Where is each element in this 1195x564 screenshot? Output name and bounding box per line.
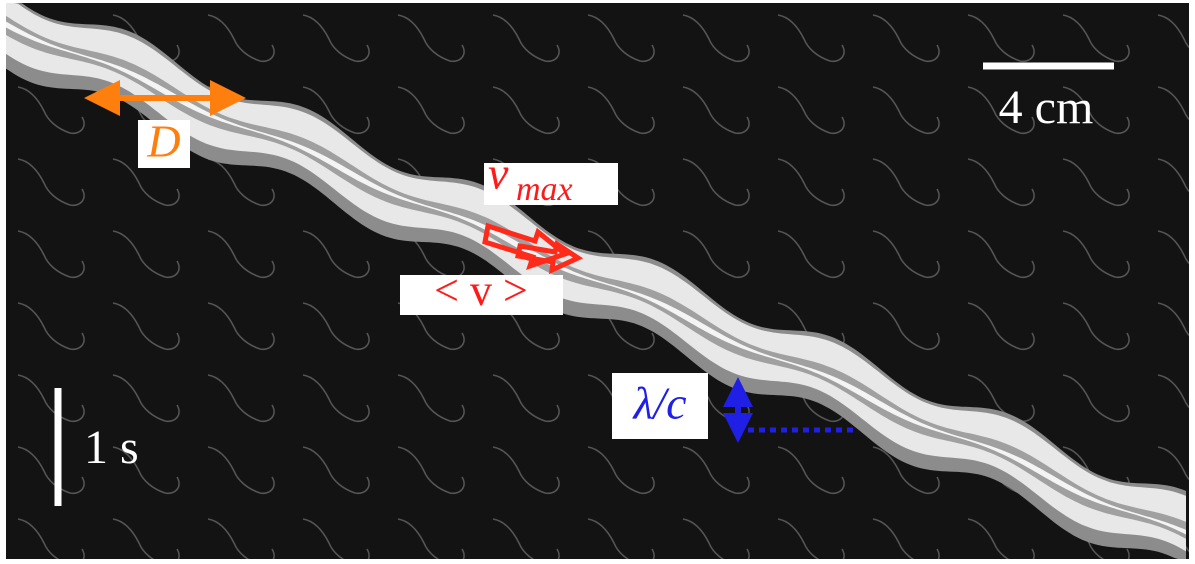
label-box [138, 120, 190, 168]
mean-speed-label: < v > [434, 266, 528, 315]
length-scale-label: 4 cm [999, 81, 1094, 134]
speed-arrows [482, 222, 584, 275]
label-box [400, 275, 563, 315]
max-speed-symbol: v [488, 148, 509, 199]
label-box [484, 163, 618, 205]
mean-speed-arrow [515, 239, 584, 275]
time-scale-label: 1 s [84, 421, 139, 474]
period-label: λ/c [631, 378, 686, 429]
max-speed-subscript: max [516, 171, 573, 208]
diameter-label: D [146, 116, 180, 167]
label-box [612, 373, 708, 439]
fluid-band [6, 3, 1186, 559]
